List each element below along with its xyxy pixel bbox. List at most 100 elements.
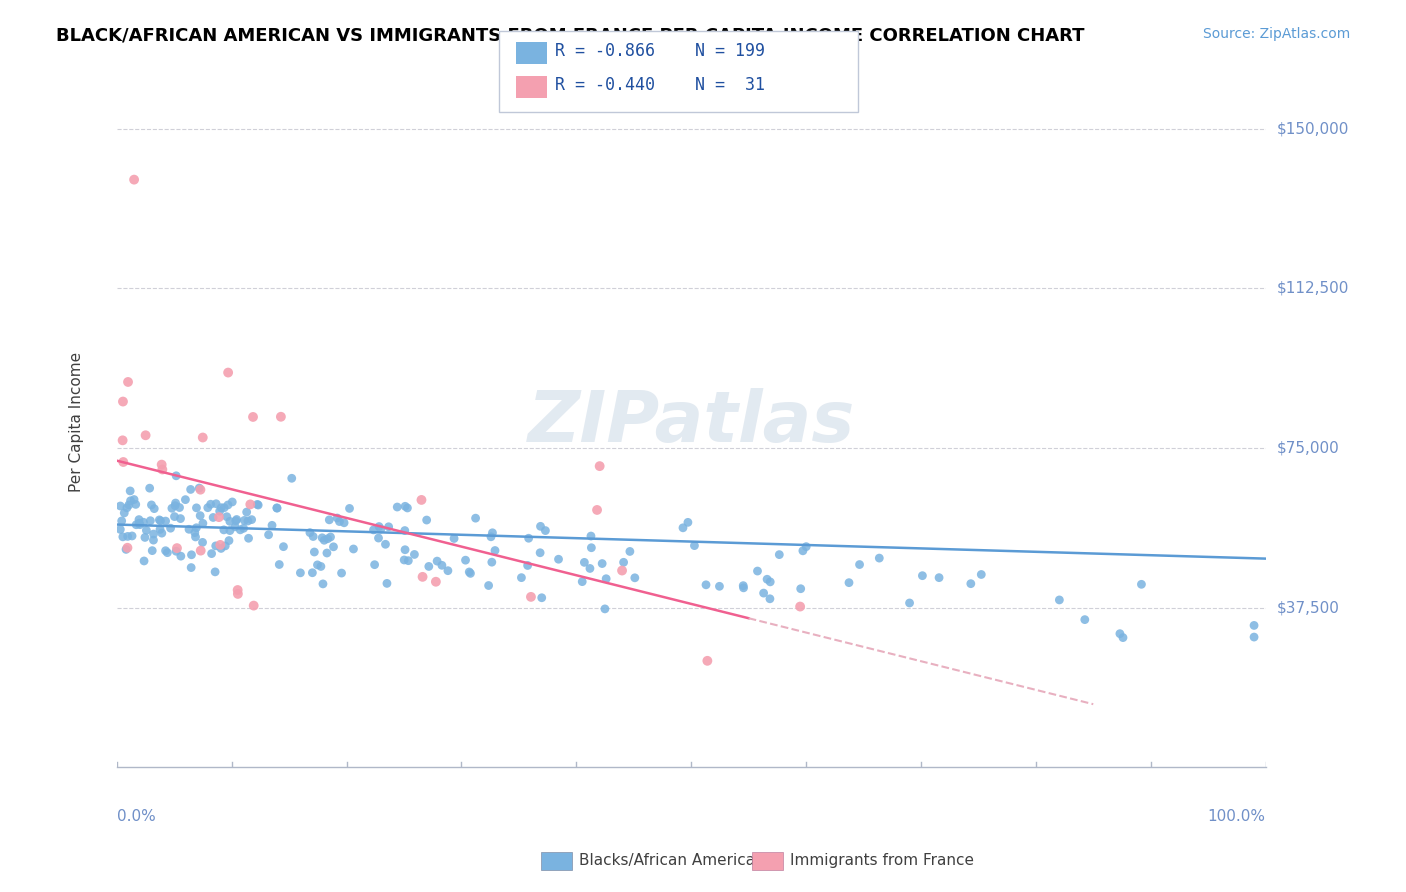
Point bbox=[208, 504, 231, 518]
Point bbox=[696, 654, 718, 668]
Point bbox=[242, 599, 264, 613]
Point bbox=[311, 531, 333, 545]
Point bbox=[418, 559, 440, 574]
Point bbox=[280, 471, 302, 485]
Point bbox=[752, 586, 775, 600]
Text: Per Capita Income: Per Capita Income bbox=[69, 352, 84, 492]
Point bbox=[205, 497, 228, 511]
Point bbox=[792, 543, 814, 558]
Point bbox=[150, 458, 173, 472]
Point bbox=[510, 571, 533, 585]
Point bbox=[1130, 577, 1153, 591]
Point bbox=[396, 500, 419, 515]
Point bbox=[240, 513, 263, 527]
Point bbox=[135, 524, 157, 538]
Point bbox=[226, 582, 249, 597]
Point bbox=[235, 505, 257, 519]
Point bbox=[225, 514, 247, 528]
Point bbox=[342, 541, 364, 556]
Point bbox=[242, 409, 264, 424]
Point bbox=[165, 544, 187, 558]
Point bbox=[1112, 631, 1135, 645]
Point bbox=[768, 548, 790, 562]
Point bbox=[613, 555, 636, 569]
Point bbox=[266, 500, 288, 515]
Point bbox=[118, 498, 141, 512]
Point bbox=[425, 574, 447, 589]
Point bbox=[672, 521, 695, 535]
Point bbox=[218, 533, 240, 548]
Point bbox=[219, 524, 242, 538]
Point bbox=[180, 560, 202, 574]
Point bbox=[970, 567, 993, 582]
Text: 100.0%: 100.0% bbox=[1208, 809, 1265, 823]
Text: Blacks/African Americans: Blacks/African Americans bbox=[579, 854, 773, 868]
Point bbox=[301, 566, 323, 580]
Point bbox=[394, 524, 416, 538]
Point bbox=[112, 506, 135, 520]
Point bbox=[188, 508, 211, 523]
Point bbox=[481, 555, 503, 569]
Point bbox=[188, 481, 211, 495]
Point bbox=[322, 540, 344, 554]
Point bbox=[619, 544, 641, 558]
Point bbox=[141, 543, 163, 558]
Point bbox=[586, 503, 609, 517]
Point bbox=[149, 514, 172, 528]
Point bbox=[128, 516, 150, 531]
Point bbox=[174, 492, 197, 507]
Point bbox=[212, 523, 235, 537]
Point bbox=[458, 565, 481, 579]
Point bbox=[1074, 613, 1097, 627]
Point bbox=[141, 498, 163, 512]
Point bbox=[529, 519, 551, 533]
Point bbox=[328, 515, 350, 529]
Point bbox=[117, 375, 139, 389]
Point bbox=[363, 523, 385, 537]
Point bbox=[377, 520, 399, 534]
Point bbox=[142, 533, 165, 548]
Point bbox=[125, 517, 148, 532]
Point bbox=[226, 587, 249, 601]
Point bbox=[733, 581, 755, 595]
Point bbox=[374, 537, 396, 551]
Point bbox=[169, 511, 191, 525]
Point bbox=[217, 498, 239, 512]
Point bbox=[314, 533, 336, 548]
Point bbox=[392, 553, 415, 567]
Point bbox=[326, 511, 349, 525]
Point bbox=[454, 553, 477, 567]
Point bbox=[197, 500, 219, 515]
Point bbox=[547, 552, 569, 566]
Point bbox=[180, 548, 202, 562]
Point bbox=[142, 527, 165, 541]
Text: $150,000: $150,000 bbox=[1277, 121, 1350, 136]
Point bbox=[759, 574, 782, 589]
Point bbox=[411, 492, 433, 507]
Point bbox=[134, 530, 156, 544]
Point bbox=[215, 509, 238, 524]
Point bbox=[117, 529, 139, 543]
Point bbox=[574, 555, 596, 569]
Point bbox=[170, 549, 193, 564]
Point bbox=[516, 558, 538, 573]
Point bbox=[529, 546, 551, 560]
Point bbox=[610, 564, 633, 578]
Point bbox=[307, 558, 329, 572]
Point bbox=[591, 557, 613, 571]
Point bbox=[375, 576, 398, 591]
Point bbox=[111, 514, 134, 528]
Point bbox=[394, 542, 416, 557]
Point bbox=[221, 495, 243, 509]
Point bbox=[266, 501, 288, 516]
Point bbox=[132, 554, 155, 568]
Point bbox=[1243, 630, 1265, 644]
Point bbox=[138, 481, 160, 495]
Point bbox=[695, 578, 717, 592]
Point bbox=[756, 572, 779, 586]
Point bbox=[257, 528, 280, 542]
Point bbox=[316, 546, 339, 560]
Point bbox=[589, 459, 612, 474]
Point bbox=[443, 532, 465, 546]
Point bbox=[367, 531, 389, 545]
